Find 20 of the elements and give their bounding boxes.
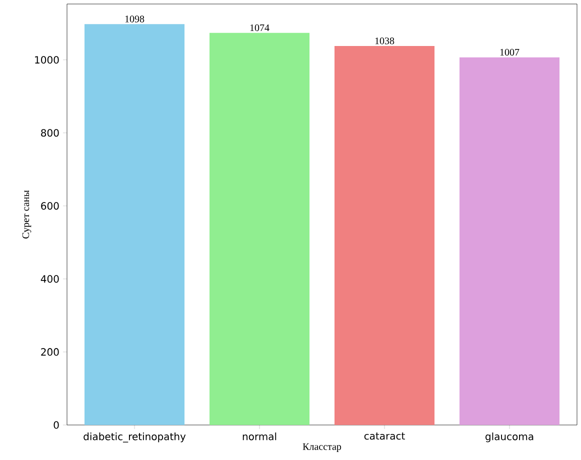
bar: [460, 57, 560, 425]
data-label: 1038: [375, 38, 394, 44]
bar: [84, 24, 185, 425]
data-label: 1007: [500, 48, 520, 56]
y-tick-label: 0: [54, 421, 59, 429]
x-tick-label: normal: [242, 432, 276, 440]
y-tick-label: 1000: [35, 56, 59, 64]
y-tick-label: 400: [40, 275, 59, 283]
y-tick-label: 200: [41, 348, 59, 356]
x-tick-label: diabetic_retinopathy: [84, 432, 186, 442]
y-axis-title: Сурет саны: [22, 190, 32, 238]
y-tick-label: 800: [41, 129, 59, 137]
data-label: 1074: [250, 24, 270, 32]
data-label: 1098: [125, 16, 144, 22]
y-tick-label: 600: [41, 202, 59, 210]
bar: [210, 32, 310, 425]
x-axis-title: Класстар: [302, 443, 342, 452]
bar: [334, 46, 434, 425]
x-tick-label: cataract: [364, 432, 405, 440]
x-tick-label: glaucoma: [486, 432, 534, 442]
